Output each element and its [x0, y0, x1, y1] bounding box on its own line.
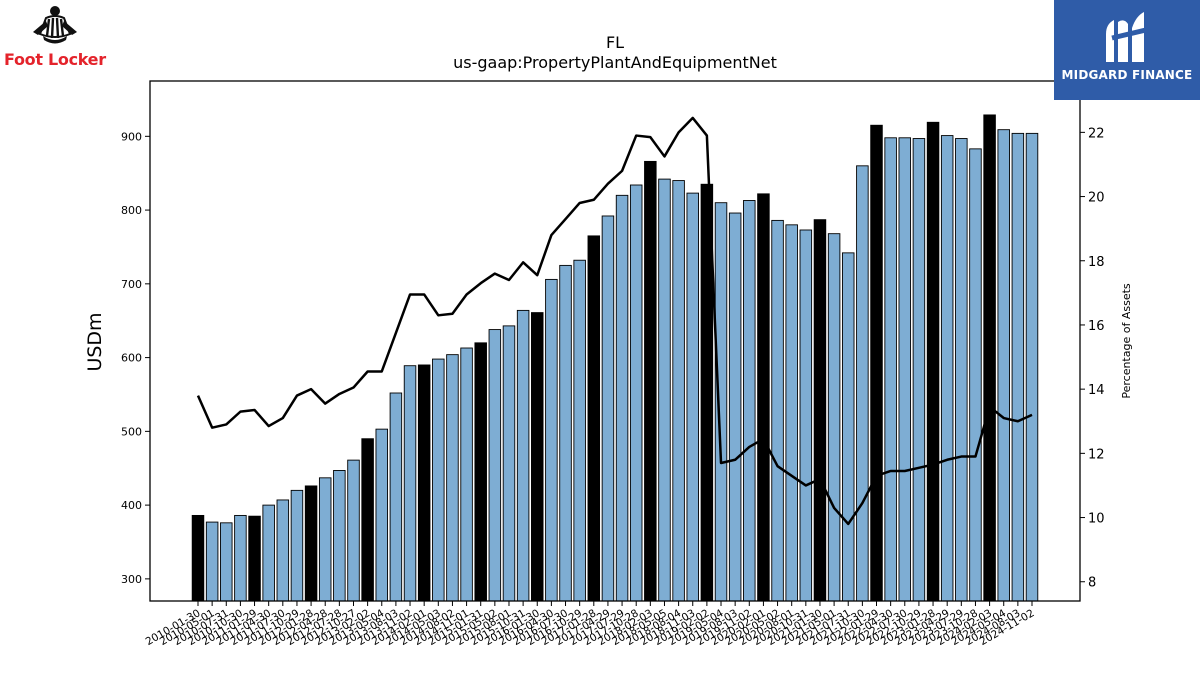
bar-2013-05-04: [375, 428, 389, 602]
y-tick-label: 700: [121, 278, 142, 291]
y2-tick-label: 14: [1088, 383, 1105, 398]
bar-2020-08-01: [785, 224, 798, 602]
bar-2010-01-30: [191, 514, 205, 602]
bar-2015-10-31: [516, 309, 530, 602]
midgard-finance-logo: MIDGARD FINANCE: [1054, 0, 1200, 100]
y-tick-label: 500: [121, 425, 142, 438]
bar-2021-01-30: [813, 219, 827, 602]
bar-2021-10-30: [856, 165, 869, 602]
bars-layer: [191, 114, 1039, 602]
chart-title: FL: [606, 33, 624, 52]
bar-2020-10-31: [799, 229, 813, 602]
bar-2022-01-29: [870, 124, 883, 602]
y2-tick-label: 22: [1088, 126, 1105, 141]
bar-2013-11-02: [403, 365, 417, 602]
bar-2018-11-03: [686, 192, 699, 602]
right-axis: 8 10 12 14 16 18 20 22: [1080, 126, 1105, 591]
bar-2011-04-30: [262, 504, 275, 602]
bar-2024-02-03: [983, 114, 996, 602]
bar-2022-04-30: [884, 137, 897, 602]
bar-2022-07-30: [898, 137, 912, 602]
y2-tick-label: 18: [1088, 255, 1105, 270]
bar-2016-01-30: [531, 312, 544, 602]
bar-2014-11-01: [460, 347, 473, 602]
y2-tick-label: 10: [1088, 512, 1105, 527]
bar-2023-07-29: [955, 138, 968, 602]
bar-2015-08-01: [502, 325, 516, 602]
y-tick-label: 600: [121, 352, 142, 365]
left-axis: 300 400 500 600 700 800 900: [121, 130, 150, 586]
bar-2012-10-27: [347, 459, 360, 602]
y-tick-label: 800: [121, 204, 142, 217]
bar-2011-01-29: [248, 515, 261, 602]
bar-2019-11-02: [743, 200, 756, 602]
bar-2012-01-28: [304, 485, 318, 602]
bar-2019-08-03: [728, 212, 742, 602]
bar-2023-04-29: [940, 135, 954, 602]
bar-2017-07-29: [615, 194, 629, 602]
bar-2014-02-01: [417, 364, 431, 602]
bar-2017-10-28: [629, 184, 643, 602]
referee-icon: [33, 6, 77, 44]
percentage-line: [196, 116, 1033, 526]
bar-2011-07-30: [276, 499, 290, 602]
bar-2024-08-03: [1011, 132, 1025, 602]
y-tick-label: 900: [121, 130, 142, 143]
bar-2011-10-29: [290, 489, 304, 602]
bar-2015-01-31: [474, 342, 487, 602]
y2-tick-label: 20: [1088, 191, 1105, 206]
bar-2012-04-28: [318, 477, 332, 602]
bar-2010-05-01: [205, 521, 219, 602]
bar-2016-07-30: [559, 264, 572, 602]
bar-2018-05-05: [658, 178, 671, 602]
bar-2016-04-30: [545, 278, 558, 602]
plot-frame: [149, 80, 1081, 602]
bar-2015-05-02: [488, 329, 502, 602]
bar-2017-04-29: [601, 215, 615, 602]
bar-2014-08-02: [446, 354, 459, 602]
bar-2017-01-28: [587, 235, 601, 602]
foot-locker-logo: Foot Locker: [0, 0, 110, 75]
bar-2024-05-04: [997, 129, 1010, 602]
bar-2012-07-28: [333, 470, 346, 602]
bar-2019-05-04: [714, 202, 728, 602]
bar-2018-02-03: [644, 160, 657, 602]
bar-2021-05-01: [827, 233, 841, 602]
y-axis-label: USDm: [84, 312, 106, 371]
bar-2024-11-02: [1025, 132, 1039, 602]
bar-2013-02-02: [361, 438, 374, 602]
bar-2010-10-30: [234, 514, 247, 602]
bar-2023-01-28: [926, 121, 940, 602]
chart-subtitle: us-gaap:PropertyPlantAndEquipmentNet: [453, 53, 777, 72]
bar-2010-07-31: [220, 522, 233, 602]
bar-2018-08-04: [672, 180, 685, 602]
y-tick-label: 300: [121, 573, 142, 586]
foot-locker-wordmark: Foot Locker: [4, 50, 106, 69]
y2-tick-label: 16: [1088, 319, 1105, 334]
bar-2014-05-03: [432, 358, 445, 602]
bar-2013-08-03: [389, 392, 403, 602]
bar-2020-05-02: [771, 219, 784, 602]
y2-tick-label: 12: [1088, 447, 1105, 462]
x-axis: 2010-01-302010-05-012010-07-312010-10-30…: [144, 601, 1037, 648]
midgard-finance-wordmark: MIDGARD FINANCE: [1061, 68, 1193, 82]
bar-2020-02-01: [757, 193, 770, 602]
bar-2016-10-29: [573, 259, 586, 602]
midgard-mark-icon: [1106, 12, 1147, 62]
bar-2022-10-29: [912, 138, 926, 602]
y2-tick-label: 8: [1088, 576, 1096, 591]
bar-2021-07-31: [841, 252, 855, 602]
bar-2023-10-28: [969, 148, 982, 602]
y-tick-label: 400: [121, 499, 142, 512]
y2-axis-label: Percentage of Assets: [1120, 283, 1133, 399]
